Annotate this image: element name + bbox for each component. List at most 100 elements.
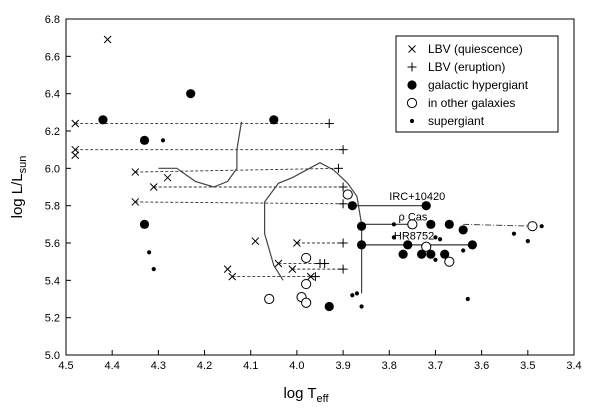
ring: [301, 297, 312, 308]
marker-filled-small: [437, 237, 443, 242]
x-stroke: [228, 272, 237, 281]
marker-filled-small: [151, 267, 156, 272]
marker-filled-large: [467, 240, 477, 250]
dot: [461, 248, 466, 253]
x-stroke: [149, 183, 158, 191]
dot: [391, 235, 396, 240]
ring: [421, 241, 432, 252]
marker-filled-large: [347, 201, 357, 211]
marker-x: [251, 237, 260, 245]
y-tick-label: 5.2: [45, 313, 60, 325]
marker-filled-small: [391, 222, 396, 227]
dashed-track: [135, 167, 339, 173]
dot: [160, 138, 166, 143]
x-axis-label: log Teff: [283, 385, 329, 405]
x-axis-label-main: log T: [283, 385, 316, 402]
y-tick-label: 6.4: [45, 89, 60, 101]
y-tick-label: 6.0: [45, 163, 60, 175]
x-tick-label: 3.7: [428, 360, 443, 372]
marker-filled-large: [356, 221, 367, 231]
marker-x: [103, 35, 112, 44]
marker-filled-small: [465, 296, 470, 302]
ring: [527, 221, 538, 232]
legend-label: LBV (eruption): [428, 60, 505, 74]
x-tick-label: 3.4: [566, 360, 581, 372]
marker-filled-small: [359, 304, 364, 309]
star-label: IRC+10420: [389, 191, 445, 203]
x-tick-label: 3.5: [520, 360, 535, 372]
y-axis-label-sub: sun: [17, 156, 29, 174]
marker-plus: [338, 264, 348, 274]
x-stroke: [408, 45, 416, 53]
y-axis-label-main: log L/L: [9, 173, 26, 218]
dot: [465, 296, 470, 302]
x-tick-label: 3.6: [474, 360, 489, 372]
x-tick-label: 4.3: [151, 360, 166, 372]
dot: [433, 257, 438, 262]
marker-x: [288, 265, 297, 273]
marker-x: [306, 272, 315, 281]
legend-symbol-filled-large: [407, 80, 417, 90]
plot-frame: [65, 18, 575, 356]
y-tick-label: 6.6: [45, 51, 60, 63]
dot: [398, 249, 408, 259]
x-tick-label: 4.2: [197, 360, 212, 372]
dot: [347, 201, 357, 211]
marker-filled-small: [525, 239, 530, 244]
x-axis-ticks: 4.5 4.4 4.3 4.2 4.1 4.0 3.9 3.8 3.7 3.6 3.5 3.4: [58, 350, 582, 372]
marker-open: [264, 293, 275, 305]
legend-items: LBV (quiescence) LBV (eruption) galactic h…: [406, 42, 529, 128]
y-tick-label: 5.4: [45, 275, 60, 287]
marker-filled-large: [139, 219, 150, 229]
marker-filled-small: [147, 250, 152, 255]
ring: [407, 219, 418, 230]
x-axis-label-sub: eff: [317, 393, 330, 405]
dot: [409, 118, 415, 124]
y-axis-label: log L/Lsun: [9, 156, 29, 219]
x-tick-label: 3.9: [335, 360, 350, 372]
marker-filled-large: [269, 115, 279, 125]
marker-plus: [324, 119, 334, 129]
marker-x: [131, 198, 140, 206]
dot: [354, 291, 360, 296]
marker-open: [407, 219, 418, 230]
dot: [98, 115, 108, 125]
marker-x: [274, 259, 283, 268]
marker-filled-large: [324, 301, 334, 312]
marker-filled-large: [356, 240, 367, 250]
marker-plus: [310, 272, 320, 282]
dot: [356, 240, 367, 250]
marker-filled-large: [458, 225, 468, 235]
marker-open: [342, 189, 353, 200]
dot: [407, 80, 417, 90]
marker-open: [301, 278, 312, 290]
legend: LBV (quiescence) LBV (eruption) galactic h…: [395, 35, 559, 133]
marker-filled-small: [461, 248, 466, 253]
ring: [301, 278, 312, 290]
dashdot-track: [463, 223, 533, 227]
dot: [186, 89, 196, 99]
dot: [269, 115, 279, 125]
dot: [403, 240, 413, 250]
marker-x: [71, 119, 80, 128]
marker-filled-small: [539, 224, 544, 229]
legend-label: in other galaxies: [428, 96, 515, 110]
marker-filled-small: [350, 293, 355, 298]
dot: [437, 237, 443, 242]
marker-plus: [338, 145, 348, 155]
star-label: ρ Cas: [399, 212, 428, 224]
ring: [444, 256, 455, 267]
x-tick-label: 4.4: [105, 360, 120, 372]
marker-x: [163, 173, 172, 182]
marker-x: [228, 272, 237, 281]
marker-filled-large: [421, 201, 431, 211]
dot: [525, 239, 530, 244]
dot: [426, 249, 436, 259]
marker-filled-large: [426, 219, 436, 229]
dot: [467, 240, 477, 250]
x-tick-label: 4.0: [289, 360, 304, 372]
x-stroke: [288, 265, 297, 273]
x-stroke: [103, 35, 112, 44]
dot: [440, 249, 450, 259]
marker-filled-large: [403, 240, 413, 250]
